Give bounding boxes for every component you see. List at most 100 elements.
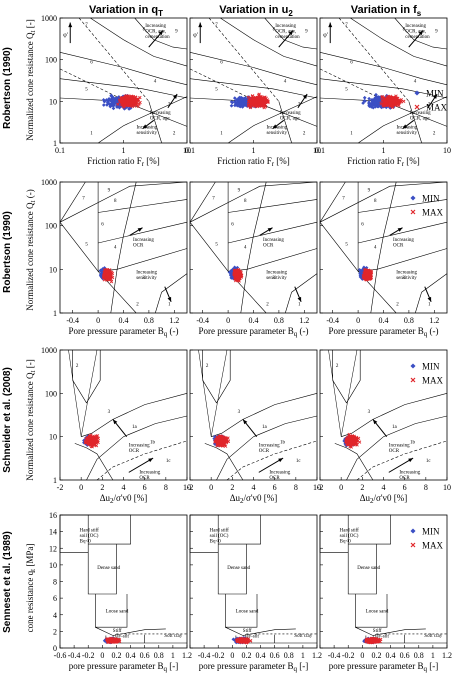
zone-number: 6 [231, 223, 234, 228]
x-tick-label: 0 [226, 316, 230, 325]
x-axis-title-text: Friction ratio F [347, 156, 402, 166]
annotation-line: Soft clay [294, 634, 312, 639]
zone-number: 8 [143, 28, 146, 33]
zone-number: 1a [132, 425, 138, 430]
zone-number: 2 [336, 364, 339, 369]
x-axis-title: pore pressure parameter Bq [-] [199, 661, 308, 673]
zone-boundary [202, 350, 231, 404]
x-tick-label: 1 [382, 146, 386, 155]
zone-number: 5 [345, 88, 348, 93]
zone-boundary [98, 248, 188, 272]
zone-number: 5 [85, 88, 88, 93]
y-tick-label: 1 [53, 476, 57, 485]
zone-boundary [95, 626, 166, 636]
zone-number: 4 [374, 245, 377, 250]
zone-number: 1 [220, 131, 223, 136]
x-axis-title-tail: (-) [297, 326, 308, 336]
zone-boundary [72, 350, 101, 404]
annotation-text: Increasing OCR [129, 443, 150, 454]
zone-number: 3 [368, 410, 371, 415]
zone-boundary [211, 393, 318, 437]
data-point-min [109, 93, 114, 98]
y-tick-label: 10 [49, 433, 57, 442]
x-axis-title-tail: [%] [274, 156, 290, 166]
trend-arrow-head [303, 94, 308, 99]
annotation-line: Increasing [145, 24, 166, 29]
zone-boundary [59, 52, 188, 86]
zone-number: 1c [426, 459, 432, 464]
x-tick-label: 1.2 [429, 316, 439, 325]
annotation-text: Dense sand [227, 566, 250, 571]
legend-marker-max [410, 377, 416, 383]
annotation-line: Increasing [275, 24, 296, 29]
x-tick-label: -0.4 [198, 651, 211, 660]
zone-number: 5 [345, 243, 348, 248]
zone-number: 8 [374, 199, 377, 204]
y-tick-label: 100 [45, 222, 57, 231]
x-axis-title-text: pore pressure parameter B [199, 661, 294, 671]
x-tick-label: 10 [443, 146, 451, 155]
annotation-line: Increasing [393, 238, 414, 243]
annotation-line: Increasing [396, 126, 417, 131]
dashed-boundary [189, 68, 265, 106]
annotation-line: OCR [139, 476, 150, 481]
legend-label-min: MIN [426, 89, 444, 99]
x-tick-label: -0.2 [82, 651, 95, 660]
zone-number: 3 [238, 410, 241, 415]
x-axis-title-text: Friction ratio F [217, 156, 272, 166]
x-tick-label: 0 [100, 651, 104, 660]
row-label-2: Robertson (1990) [2, 211, 13, 293]
x-tick-label: 1.2 [182, 651, 192, 660]
zone-number: 2 [303, 131, 306, 136]
x-axis-title-tail: /σ'v0 [%] [114, 493, 148, 503]
zone-boundary [59, 78, 188, 99]
annotation-text: Increasing OCR [399, 471, 420, 482]
annotation-line: OCR [133, 243, 144, 248]
zone-number: 1 [428, 302, 431, 307]
annotation-line: Dense sand [97, 566, 120, 571]
zone-number: 2 [433, 131, 436, 136]
data-point-max [137, 102, 141, 106]
x-tick-label: 0 [79, 483, 83, 492]
annotation-text: Increasing OCR [393, 238, 414, 249]
x-tick-label: 0.8 [154, 651, 164, 660]
zone-number: 7 [212, 196, 215, 201]
dashed-boundary [208, 17, 280, 102]
annotation-text: Soft clay [164, 634, 182, 639]
trend-arrow-head [288, 30, 294, 36]
annotation-text: Increasing OCR [259, 443, 280, 454]
zone-boundary [225, 626, 296, 636]
trend-arrow-head [272, 124, 278, 129]
x-tick-label: 6 [143, 483, 147, 492]
zone-number: 9 [108, 189, 111, 194]
annotation-line: Bq<0 [210, 540, 222, 545]
phi-label: φ' [63, 33, 68, 39]
annotation-text: Increasing sensitivity [266, 126, 287, 137]
annotation-text: Loose sand [106, 609, 129, 614]
zone-boundary [278, 101, 292, 144]
annotation-line: Increasing [136, 126, 157, 131]
zone-boundary [204, 443, 244, 481]
column-header-3: Variation in fs [351, 4, 422, 18]
x-axis-title-text: Δu [100, 493, 111, 503]
zone-number: 4 [114, 245, 117, 250]
x-axis-title-text: pore pressure parameter B [69, 661, 164, 671]
legend-marker-min [410, 195, 416, 201]
x-axis-title-tail: [-] [297, 661, 308, 671]
data-point-min [229, 103, 234, 108]
data-point-max [401, 99, 406, 104]
zone-number: 9 [175, 29, 178, 34]
annotation-line: OCR, age, [405, 30, 426, 35]
legend-label-max: MAX [426, 103, 448, 113]
x-axis-title-text: Pore pressure parameter B [69, 326, 164, 336]
zone-number: 7 [85, 23, 88, 28]
annotation-line: Increasing [259, 443, 280, 448]
trend-arrow-head [167, 296, 172, 302]
zone-number: 7 [215, 23, 218, 28]
annotation-text: Increasing sensitivity [396, 271, 417, 282]
data-point-min [240, 102, 245, 106]
y-tick-label: 1 [53, 139, 57, 148]
annotation-text: Soft clay [294, 634, 312, 639]
